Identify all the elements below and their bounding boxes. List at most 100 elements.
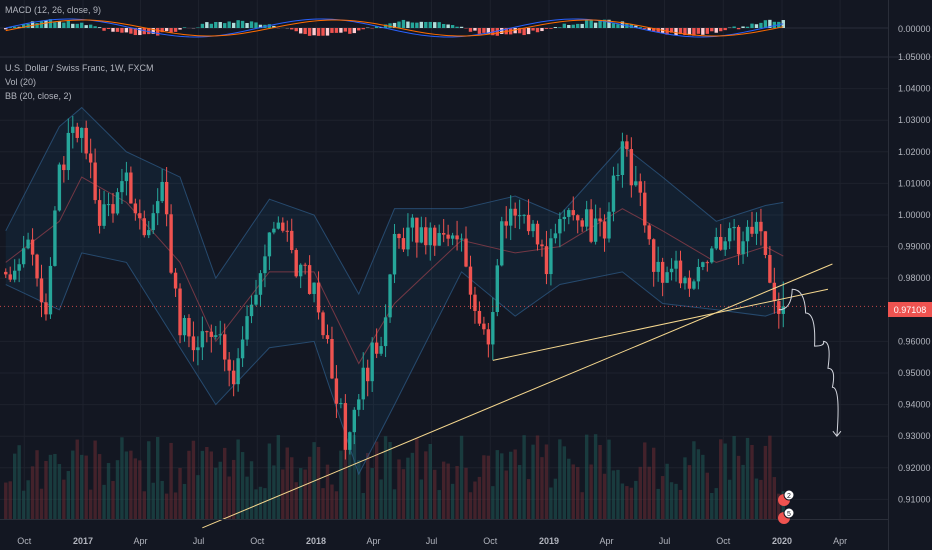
macd-histogram-bar	[710, 28, 714, 32]
candle-body	[133, 203, 138, 214]
volume-bar	[406, 457, 410, 519]
volume-bar	[504, 470, 508, 519]
volume-bar	[602, 473, 607, 519]
volume-bar	[656, 488, 660, 519]
volume-bar	[424, 451, 428, 519]
volume-bar	[66, 471, 71, 519]
candle-body	[517, 215, 522, 217]
macd-legend[interactable]: MACD (12, 26, close, 9)	[5, 5, 102, 15]
volume-bar	[88, 489, 93, 519]
macd-histogram-bar	[526, 28, 531, 35]
candle-body	[281, 222, 285, 231]
trend-line	[202, 263, 833, 529]
volume-bar	[80, 454, 84, 519]
macd-histogram-bar	[75, 23, 79, 28]
macd-histogram-bar	[71, 23, 75, 28]
volume-bar	[459, 435, 464, 519]
price-axis[interactable]: 1.05000 1.04000 1.03000 1.02000 1.01000 1.000…	[898, 52, 931, 504]
volume-legend[interactable]: Vol (20)	[5, 77, 37, 87]
volume-bar	[115, 460, 120, 519]
candle-body	[339, 403, 343, 405]
volume-bar	[30, 466, 35, 519]
macd-histogram-bar	[88, 24, 93, 28]
candle-body	[334, 378, 339, 404]
volume-bar	[593, 434, 598, 519]
volume-bar	[759, 479, 763, 519]
volume-bar	[553, 478, 558, 519]
macd-histogram-bar	[736, 28, 741, 30]
candle-body	[589, 209, 593, 242]
macd-histogram-bar	[571, 24, 575, 28]
volume-bar	[223, 447, 227, 519]
volume-bar	[473, 481, 477, 519]
volume-bar	[397, 459, 401, 519]
volume-bar	[173, 492, 178, 519]
candle-body	[272, 228, 276, 233]
y-tick-label: 1.02000	[898, 147, 931, 157]
projection-arrowhead	[832, 430, 842, 438]
volume-bar	[683, 457, 687, 519]
candle-body	[182, 318, 187, 336]
volume-bar	[35, 450, 39, 519]
trend-drawings[interactable]	[202, 263, 842, 529]
volume-bar	[71, 450, 75, 519]
macd-histogram-bar	[473, 28, 477, 31]
macd-histogram-bar	[200, 23, 205, 28]
candle-body	[433, 227, 437, 246]
time-axis[interactable]: Oct 2017 Apr Jul Oct 2018 Apr Jul Oct 2019 Apr Jul O…	[17, 536, 847, 546]
volume-bar	[491, 486, 495, 519]
event-badge-news[interactable]: 5	[778, 507, 795, 524]
macd-histogram-bar	[584, 19, 589, 28]
svg-text:0.97108: 0.97108	[894, 305, 927, 315]
macd-histogram-bar	[39, 21, 44, 28]
candle-body	[544, 246, 549, 275]
macd-histogram-bar	[638, 27, 642, 28]
volume-bar	[370, 468, 374, 519]
candle-body	[26, 239, 30, 249]
macd-histogram-bar	[674, 28, 678, 36]
candle-body	[84, 127, 88, 154]
y-tick-label: 1.00000	[898, 210, 931, 220]
candlestick-series[interactable]	[4, 115, 785, 460]
candle-body	[710, 248, 714, 263]
macd-histogram-bar	[705, 28, 710, 34]
candle-body	[576, 215, 580, 221]
macd-histogram-bar	[164, 28, 169, 32]
bollinger-legend[interactable]: BB (20, close, 2)	[5, 91, 72, 101]
macd-histogram-bar	[35, 23, 39, 28]
volume-bar	[142, 491, 146, 519]
macd-histogram-bar	[558, 27, 562, 28]
macd-histogram-bar	[12, 26, 17, 28]
volume-bar	[437, 490, 441, 519]
chart-title[interactable]: U.S. Dollar / Swiss Franc, 1W, FXCM	[5, 63, 154, 73]
candle-body	[705, 262, 710, 264]
candle-body	[410, 217, 415, 228]
event-badge-dividends[interactable]: 2	[778, 489, 795, 506]
macd-histogram-bar	[415, 22, 419, 28]
volume-bar	[620, 483, 625, 519]
macd-histogram-bar	[540, 28, 544, 32]
macd-histogram-bar	[102, 28, 106, 31]
volume-bar	[500, 453, 504, 519]
volume-bar	[692, 441, 696, 519]
volume-bar	[138, 460, 142, 519]
macd-histogram-bar	[155, 28, 160, 36]
candle-body	[298, 264, 303, 277]
candle-body	[419, 227, 424, 243]
candle-body	[768, 254, 772, 283]
candle-body	[522, 214, 526, 216]
volume-bar	[111, 481, 115, 519]
macd-histogram-bar	[517, 28, 522, 34]
volume-bar	[705, 472, 710, 519]
macd-panel[interactable]	[0, 18, 888, 38]
x-tick-label: 2018	[306, 536, 326, 546]
candle-body	[450, 235, 455, 239]
candle-body	[62, 164, 66, 171]
volume-bar	[254, 489, 258, 519]
volume-bar	[294, 482, 298, 519]
candle-body	[549, 238, 553, 275]
candle-body	[191, 336, 196, 351]
macd-histogram-bar	[258, 24, 263, 28]
volume-bar	[607, 439, 611, 519]
